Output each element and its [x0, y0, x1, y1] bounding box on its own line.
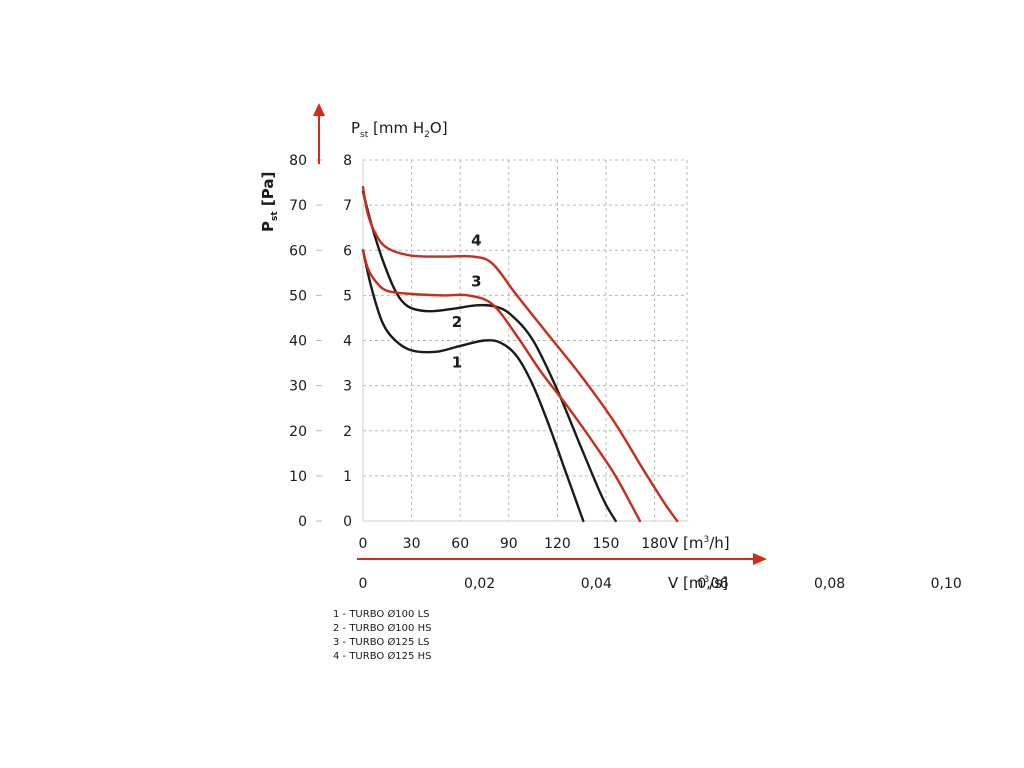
y-tick-pa-8: 80	[289, 153, 307, 169]
y2-title-sub2: 2	[424, 130, 430, 140]
x-tick-m3s-5: 0,10	[931, 576, 962, 592]
x-tick-m3s-4: 0,08	[814, 576, 845, 592]
series-curve-3	[361, 249, 642, 523]
y-tick-mm-0: 0	[343, 514, 352, 530]
series-curve-1	[361, 249, 585, 523]
legend-entry-2: 2 - TURBO Ø100 HS	[333, 623, 432, 634]
x-tick-m3s-0: 0	[359, 576, 368, 592]
y-tick-pa-6: 60	[289, 243, 307, 259]
x2-title-tail: /s]	[709, 574, 728, 592]
x-title-main: V [m	[668, 534, 704, 552]
legend-entry-3: 3 - TURBO Ø125 LS	[333, 637, 430, 648]
y-tick-pa-7: 70	[289, 198, 307, 214]
y-tick-mm-1: 1	[343, 469, 352, 485]
series-label-2: 2	[452, 313, 462, 331]
x-tick-m3h-2: 60	[451, 536, 469, 552]
y2-title-tail: O]	[430, 119, 448, 137]
y-axis-title-pa: Pst [Pa]	[259, 172, 280, 232]
x-axis-arrow-head	[753, 553, 767, 565]
y-title-main: P	[259, 221, 277, 232]
y-tick-pa-1: 10	[289, 469, 307, 485]
series-label-3: 3	[471, 272, 481, 290]
x-tick-m3s-1: 0,02	[464, 576, 495, 592]
y-tick-pa-0: 0	[298, 514, 307, 530]
y-axis-arrow-head	[313, 103, 325, 116]
x-tick-m3h-5: 150	[593, 536, 620, 552]
y-title-tail: [Pa]	[259, 172, 277, 212]
y-tick-pa-3: 30	[289, 379, 307, 395]
series-curve-2	[361, 190, 617, 523]
y-tick-mm-3: 3	[343, 379, 352, 395]
x-tick-m3s-3: 0,06	[697, 576, 728, 592]
x-tick-m3s-2: 0,04	[581, 576, 612, 592]
x-axis-title-m3h: V [m3/h]	[668, 534, 730, 552]
series-curve-4	[361, 185, 679, 523]
y-tick-pa-2: 20	[289, 424, 307, 440]
y-title-sub: st	[270, 211, 280, 221]
y-tick-mm-2: 2	[343, 424, 352, 440]
y-tick-mm-8: 8	[343, 153, 352, 169]
y-tick-pa-4: 40	[289, 334, 307, 350]
x-tick-m3h-6: 180	[641, 536, 668, 552]
x-axis-title-m3s: V [m3/s]	[668, 574, 728, 592]
y2-title-sub: st	[360, 130, 369, 140]
x-title-sup: 3	[704, 535, 710, 545]
y2-title-main: P	[351, 119, 360, 137]
x2-title-sup: 3	[704, 575, 710, 585]
y-tick-mm-6: 6	[343, 243, 352, 259]
y-tick-pa-5: 50	[289, 288, 307, 304]
x-tick-m3h-3: 90	[500, 536, 518, 552]
series-label-4: 4	[471, 232, 481, 250]
y-tick-mm-5: 5	[343, 288, 352, 304]
y-tick-mm-7: 7	[343, 198, 352, 214]
y2-title-mid: [mm H	[368, 119, 424, 137]
legend-entry-4: 4 - TURBO Ø125 HS	[333, 651, 432, 662]
legend: 1 - TURBO Ø100 LS 2 - TURBO Ø100 HS 3 - …	[333, 608, 431, 664]
curves	[361, 185, 679, 523]
legend-entry-1: 1 - TURBO Ø100 LS	[333, 609, 430, 620]
y-axis-title-mm: Pst [mm H2O]	[351, 119, 448, 140]
y-tick-mm-4: 4	[343, 334, 352, 350]
series-label-1: 1	[452, 354, 462, 372]
x-tick-m3h-4: 120	[544, 536, 571, 552]
x2-title-main: V [m	[668, 574, 704, 592]
x-tick-m3h-0: 0	[359, 536, 368, 552]
grid	[363, 159, 688, 521]
x-tick-m3h-1: 30	[403, 536, 421, 552]
x-title-tail: /h]	[709, 534, 729, 552]
